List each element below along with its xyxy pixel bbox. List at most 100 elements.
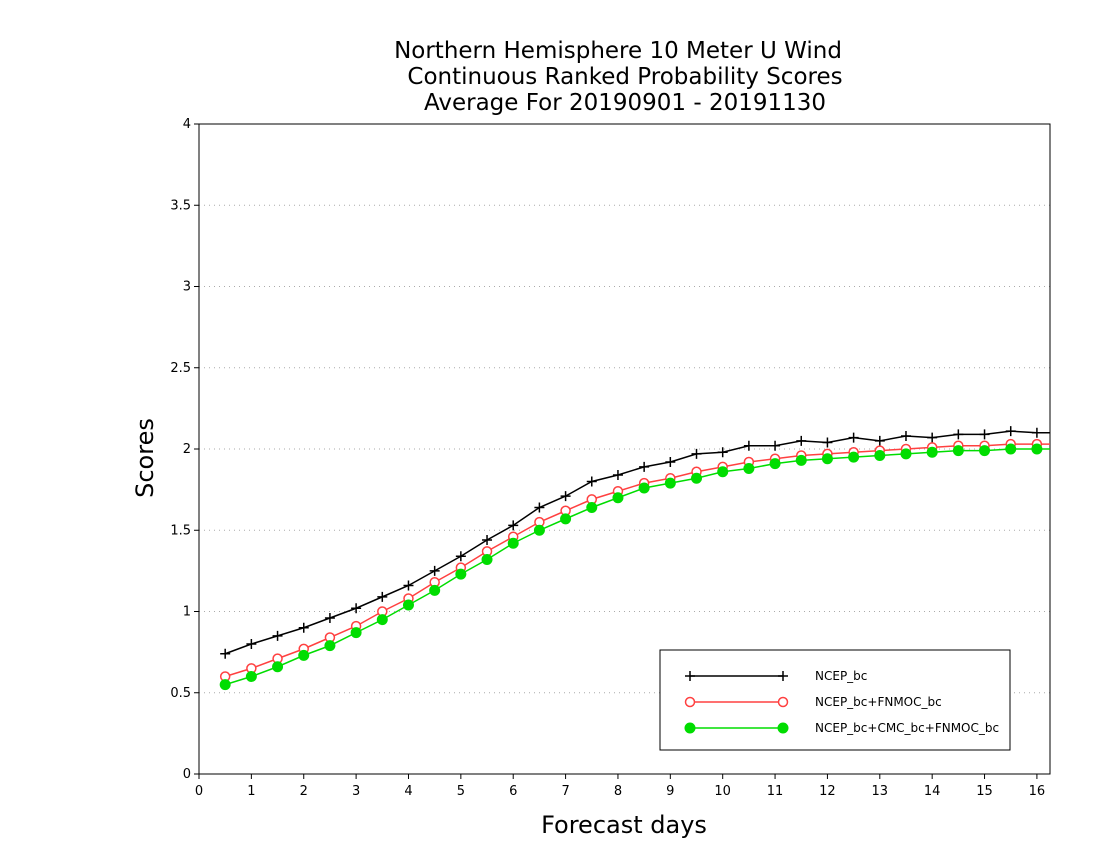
data-point [777, 722, 789, 734]
data-point [743, 440, 754, 451]
y-tick-label: 2 [183, 442, 191, 457]
chart-title: Northern Hemisphere 10 Meter U Wind Cont… [394, 38, 843, 116]
x-tick-label: 4 [404, 784, 412, 799]
x-tick-label: 8 [614, 784, 622, 799]
y-tick-label: 3.5 [170, 198, 191, 213]
data-point [777, 696, 789, 708]
data-point [900, 431, 911, 441]
data-point [743, 463, 755, 474]
x-tick-label: 11 [767, 784, 784, 799]
data-point [778, 671, 788, 681]
x-tick-label: 6 [509, 784, 517, 799]
data-point [1031, 427, 1042, 438]
data-point [822, 437, 833, 448]
data-point [586, 502, 598, 513]
data-point [534, 502, 545, 513]
y-tick-label: 4 [183, 117, 191, 132]
data-point [324, 613, 335, 623]
data-point [684, 722, 696, 734]
x-tick-label: 5 [457, 784, 465, 799]
x-tick-label: 7 [561, 784, 569, 799]
x-tick-label: 9 [666, 784, 674, 799]
data-point [507, 537, 519, 549]
x-tick-label: 3 [352, 784, 360, 799]
x-axis: 0 1 2 3 4 5 6 7 8 9 10 11 12 13 14 15 16 [195, 774, 1045, 799]
data-point [403, 580, 414, 591]
series-open-circle [219, 438, 1050, 682]
series-line [224, 443, 1050, 678]
data-point [953, 429, 964, 440]
data-point [350, 627, 362, 639]
y-tick-label: 0.5 [170, 686, 191, 701]
data-point [351, 603, 362, 614]
data-point [481, 554, 493, 565]
title-line-2: Continuous Ranked Probability Scores [407, 64, 842, 90]
x-tick-label: 12 [819, 784, 836, 799]
data-point [691, 448, 702, 459]
data-point [220, 648, 231, 659]
data-point [848, 432, 859, 443]
x-tick-label: 0 [195, 784, 203, 799]
legend-box [659, 649, 1011, 751]
data-point [324, 640, 336, 652]
data-point [1005, 426, 1016, 437]
data-point [685, 671, 695, 681]
data-point [665, 457, 676, 467]
legend-item: NCEP_bc [685, 669, 867, 683]
y-tick-label: 3 [183, 280, 191, 295]
data-point [717, 447, 728, 458]
data-point [795, 454, 807, 466]
y-tick-label: 2.5 [170, 361, 191, 376]
x-tick-label: 14 [924, 784, 941, 799]
data-point [927, 432, 938, 443]
x-tick-label: 1 [247, 784, 255, 799]
data-point [770, 440, 781, 451]
y-axis-label: Scores [131, 418, 159, 498]
data-point [874, 450, 886, 461]
data-point [691, 472, 703, 484]
data-point [874, 435, 885, 446]
data-point [560, 513, 572, 525]
legend-label: NCEP_bc [815, 669, 867, 683]
data-point [272, 661, 284, 673]
y-axis: 0 0.5 1 1.5 2 2.5 3 3.5 4 [170, 117, 199, 782]
x-tick-label: 16 [1029, 784, 1046, 799]
data-point [533, 524, 545, 536]
legend: NCEP_bc NCEP_bc+FNMOC_bc NCEP_bc+CMC_bc+FN… [659, 649, 1011, 751]
data-point [377, 591, 388, 602]
legend-label: NCEP_bc+CMC_bc+FNMOC_bc [815, 721, 999, 735]
data-point [664, 477, 676, 489]
series-line [224, 430, 1050, 655]
data-point [245, 671, 257, 682]
data-point [684, 696, 696, 708]
data-point [455, 551, 466, 562]
data-point [638, 482, 650, 494]
data-point [639, 461, 650, 472]
grid [199, 204, 1050, 694]
title-line-3: Average For 20190901 - 20191130 [424, 90, 826, 116]
series-line [224, 448, 1050, 686]
data-point [219, 679, 231, 691]
data-point [246, 639, 257, 649]
y-tick-label: 1 [183, 605, 191, 620]
data-point [376, 614, 388, 626]
data-point [586, 476, 597, 487]
x-tick-label: 10 [714, 784, 731, 799]
data-point [508, 520, 519, 531]
data-point [821, 453, 833, 465]
data-point [455, 568, 467, 580]
series-layer [219, 426, 1050, 691]
data-point [979, 429, 990, 440]
data-point [272, 630, 283, 641]
data-point [298, 622, 309, 633]
x-axis-label: Forecast days [541, 811, 707, 839]
data-point [560, 491, 571, 502]
data-point [952, 445, 964, 457]
series-plus [220, 426, 1050, 659]
data-point [796, 435, 807, 446]
data-point [1005, 443, 1017, 455]
data-point [429, 584, 441, 596]
data-point [769, 458, 781, 470]
data-point [612, 470, 623, 480]
data-point [402, 599, 414, 611]
